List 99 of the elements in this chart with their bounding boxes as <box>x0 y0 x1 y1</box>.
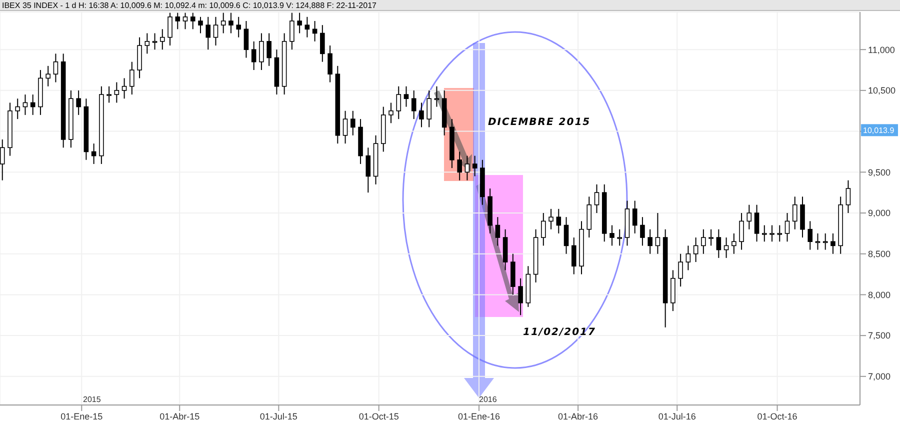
candlestick <box>168 12 172 46</box>
candlestick <box>130 61 134 96</box>
x-tick-label: 01-Jul-15 <box>260 411 298 421</box>
candlestick <box>632 200 638 234</box>
candlestick <box>206 16 211 50</box>
candlestick <box>342 110 348 144</box>
candlestick <box>708 228 714 246</box>
candlestick <box>106 86 112 104</box>
candlestick <box>822 232 828 250</box>
candlestick <box>175 12 180 30</box>
x-tick-label: 01-Ene-16 <box>458 411 500 421</box>
candlestick <box>198 16 203 34</box>
y-tick-label: 7,500 <box>868 330 891 341</box>
candlestick <box>411 90 416 120</box>
x-tick-label: 01-Abr-16 <box>558 411 598 421</box>
candlestick <box>320 24 325 62</box>
candlestick <box>815 232 820 250</box>
candlestick <box>678 253 683 288</box>
annotation: 11/02/2017 <box>523 327 596 338</box>
candlestick <box>594 184 600 214</box>
candlestick <box>732 232 736 254</box>
y-tick-label: 9,000 <box>868 208 891 218</box>
candlestick <box>495 216 500 246</box>
candlestick <box>328 45 332 83</box>
candlestick <box>808 220 813 250</box>
candlestick <box>693 237 698 263</box>
y-tick-label: 8,000 <box>868 290 891 300</box>
candlestick <box>76 90 81 116</box>
candlestick <box>297 12 302 34</box>
candlestick <box>266 32 272 66</box>
candlestick <box>15 98 20 120</box>
candlestick <box>419 102 424 128</box>
candlestick <box>610 224 614 246</box>
candlestick <box>220 12 226 34</box>
candlestick <box>53 53 58 83</box>
x-tick-label: 01-Oct-15 <box>358 411 399 421</box>
candlestick <box>472 155 478 177</box>
candlestick <box>518 278 523 316</box>
chart-title: IBEX 35 INDEX - 1 d H: 16:38 A: 10,009.6 M: 10,092.4 m: 10,009.6 C: 10,013.9 V: 124,888 F: 22-11-2017 <box>0 0 900 11</box>
y-tick-label: 7,000 <box>868 372 891 382</box>
candlestick <box>564 216 569 254</box>
candlestick <box>777 224 782 242</box>
candlestick <box>571 237 576 275</box>
candlestick <box>244 20 249 58</box>
candlestick <box>122 78 127 100</box>
candlestick <box>464 155 470 181</box>
y-tick-label: 10,500 <box>868 86 896 96</box>
candlestick <box>114 82 120 104</box>
annotation: 10,013.9 <box>863 126 895 136</box>
candlestick <box>762 224 767 242</box>
y-tick-label: 9,500 <box>868 167 891 178</box>
candlestick <box>213 16 218 46</box>
candlestick <box>182 12 188 30</box>
y-tick-label: 8,500 <box>868 249 891 260</box>
candlestick <box>144 32 150 54</box>
x-tick-label: 01-Abr-15 <box>160 411 200 421</box>
annotation: 2016 <box>479 395 498 404</box>
candlestick <box>686 245 691 271</box>
annotation: DICEMBRE 2015 <box>488 117 591 128</box>
candlestick <box>754 204 760 242</box>
x-tick-label: 01-Jul-16 <box>658 411 696 421</box>
x-tick-label: 01-Oct-16 <box>757 411 798 421</box>
candlestick <box>46 65 50 87</box>
x-tick-label: 01-Ene-15 <box>60 411 103 421</box>
candlestick <box>434 86 440 108</box>
candlestick <box>396 86 402 120</box>
candlestick <box>236 16 241 38</box>
candlestick <box>251 40 256 71</box>
candlestick <box>701 228 706 254</box>
candlestick <box>541 212 546 246</box>
candlestick <box>290 12 294 50</box>
candlestick <box>259 32 264 71</box>
candlestick <box>739 212 744 250</box>
candlestick <box>784 212 790 242</box>
candlestick <box>160 28 165 50</box>
candlestick <box>304 16 310 38</box>
candlestick <box>366 147 371 194</box>
candlestick <box>556 208 562 234</box>
candlestick <box>426 90 432 128</box>
candlestick <box>746 204 752 230</box>
candlestick <box>152 32 158 50</box>
candlestick <box>846 180 851 214</box>
candlestick <box>350 110 356 136</box>
candlestick <box>388 102 394 124</box>
candlestick <box>830 232 836 254</box>
candlestick <box>617 228 622 246</box>
candlestick <box>770 224 774 242</box>
candlestick <box>190 12 196 30</box>
candlestick <box>640 216 645 246</box>
y-tick-label: 11,000 <box>868 44 895 55</box>
candlestick <box>457 151 462 181</box>
candlestick <box>792 196 798 230</box>
candlestick <box>716 228 722 258</box>
annotation: 2015 <box>83 395 102 404</box>
candlestick <box>648 228 652 254</box>
candlestick <box>228 12 234 34</box>
candlestick <box>655 212 660 254</box>
candlestick <box>404 86 409 108</box>
candlestick <box>548 208 554 230</box>
